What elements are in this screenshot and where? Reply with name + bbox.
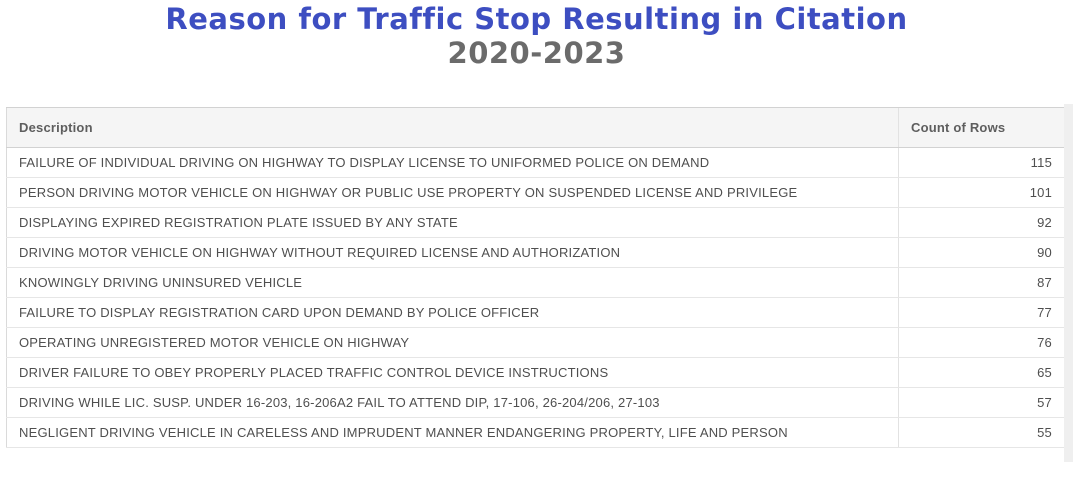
- table-row[interactable]: DRIVING WHILE LIC. SUSP. UNDER 16-203, 1…: [6, 387, 1065, 418]
- table-row[interactable]: DRIVING MOTOR VEHICLE ON HIGHWAY WITHOUT…: [6, 237, 1065, 268]
- table-header-row: Description Count of Rows: [6, 107, 1065, 148]
- description-cell: FAILURE OF INDIVIDUAL DRIVING ON HIGHWAY…: [6, 147, 899, 178]
- count-cell: 90: [898, 237, 1065, 268]
- table-body: FAILURE OF INDIVIDUAL DRIVING ON HIGHWAY…: [6, 147, 1065, 448]
- description-cell: PERSON DRIVING MOTOR VEHICLE ON HIGHWAY …: [6, 177, 899, 208]
- chart-title: Reason for Traffic Stop Resulting in Cit…: [165, 2, 908, 36]
- table-header: Description Count of Rows: [6, 107, 1065, 148]
- description-cell: DRIVING WHILE LIC. SUSP. UNDER 16-203, 1…: [6, 387, 899, 418]
- column-header-count-of-rows[interactable]: Count of Rows: [898, 107, 1065, 148]
- chart-subtitle: 2020-2023: [447, 36, 626, 70]
- vertical-scrollbar[interactable]: [1064, 104, 1073, 462]
- table-row[interactable]: PERSON DRIVING MOTOR VEHICLE ON HIGHWAY …: [6, 177, 1065, 208]
- description-cell: DRIVING MOTOR VEHICLE ON HIGHWAY WITHOUT…: [6, 237, 899, 268]
- description-cell: DRIVER FAILURE TO OBEY PROPERLY PLACED T…: [6, 357, 899, 388]
- description-cell: KNOWINGLY DRIVING UNINSURED VEHICLE: [6, 267, 899, 298]
- count-cell: 92: [898, 207, 1065, 238]
- citation-table: Description Count of Rows FAILURE OF IND…: [6, 107, 1065, 448]
- citation-table-wrap: Description Count of Rows FAILURE OF IND…: [6, 107, 1065, 448]
- table-row[interactable]: DISPLAYING EXPIRED REGISTRATION PLATE IS…: [6, 207, 1065, 238]
- description-cell: FAILURE TO DISPLAY REGISTRATION CARD UPO…: [6, 297, 899, 328]
- table-row[interactable]: FAILURE TO DISPLAY REGISTRATION CARD UPO…: [6, 297, 1065, 328]
- count-cell: 65: [898, 357, 1065, 388]
- table-row[interactable]: NEGLIGENT DRIVING VEHICLE IN CARELESS AN…: [6, 417, 1065, 448]
- count-cell: 76: [898, 327, 1065, 358]
- column-header-description[interactable]: Description: [6, 107, 899, 148]
- table-row[interactable]: DRIVER FAILURE TO OBEY PROPERLY PLACED T…: [6, 357, 1065, 388]
- description-cell: OPERATING UNREGISTERED MOTOR VEHICLE ON …: [6, 327, 899, 358]
- description-cell: DISPLAYING EXPIRED REGISTRATION PLATE IS…: [6, 207, 899, 238]
- count-cell: 87: [898, 267, 1065, 298]
- table-row[interactable]: FAILURE OF INDIVIDUAL DRIVING ON HIGHWAY…: [6, 147, 1065, 178]
- table-row[interactable]: KNOWINGLY DRIVING UNINSURED VEHICLE 87: [6, 267, 1065, 298]
- description-cell: NEGLIGENT DRIVING VEHICLE IN CARELESS AN…: [6, 417, 899, 448]
- count-cell: 57: [898, 387, 1065, 418]
- table-row[interactable]: OPERATING UNREGISTERED MOTOR VEHICLE ON …: [6, 327, 1065, 358]
- count-cell: 55: [898, 417, 1065, 448]
- count-cell: 101: [898, 177, 1065, 208]
- chart-title-block: Reason for Traffic Stop Resulting in Cit…: [0, 2, 1073, 70]
- count-cell: 77: [898, 297, 1065, 328]
- count-cell: 115: [898, 147, 1065, 178]
